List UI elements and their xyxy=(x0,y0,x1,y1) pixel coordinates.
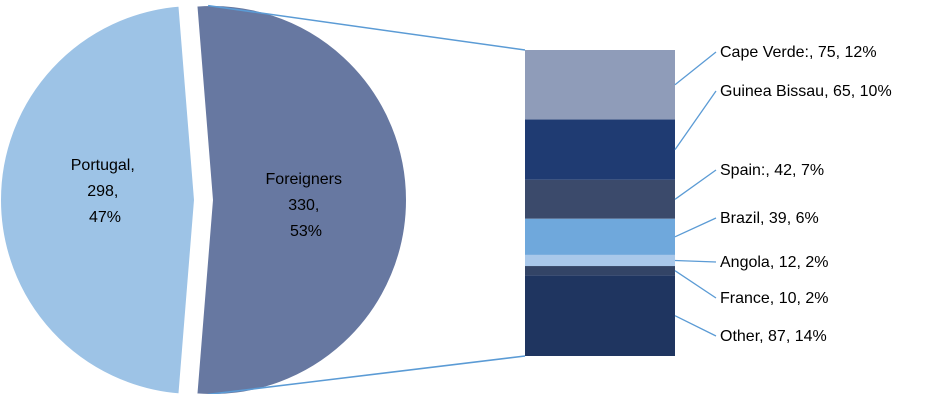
leader-line xyxy=(674,217,717,238)
leader-line xyxy=(674,51,717,86)
bar-segment-other xyxy=(525,275,675,356)
bar-segment-spain xyxy=(525,179,675,219)
bar-data-labels: Cape Verde:, 75, 12% Guinea Bissau, 65, 1… xyxy=(720,44,892,345)
bar-segment-angola xyxy=(525,254,675,267)
leader-line xyxy=(674,270,717,299)
bar-segment-cape-verde xyxy=(525,50,675,120)
bar-data-label: Guinea Bissau, 65, 10% xyxy=(720,83,892,100)
connector-line-bottom xyxy=(208,355,526,394)
bar-segment-brazil xyxy=(525,218,675,255)
pie-slice-foreigners xyxy=(195,4,408,394)
bar-data-label: Brazil, 39, 6% xyxy=(720,210,819,227)
bar-data-label: France, 10, 2% xyxy=(720,290,829,307)
pie xyxy=(0,4,408,394)
connector-line-top xyxy=(207,4,526,51)
bar-data-label: Spain:, 42, 7% xyxy=(720,162,824,179)
leader-line xyxy=(674,169,717,200)
pie-label-foreigners: Foreigners 330, 53% xyxy=(266,171,347,240)
bar-segment-guinea-bissau xyxy=(525,119,675,180)
pie-label-portugal: Portugal, 298, 47% xyxy=(71,157,140,226)
bar-segment-france xyxy=(525,266,675,276)
leader-lines xyxy=(674,51,717,337)
bar-data-label: Angola, 12, 2% xyxy=(720,254,829,271)
connector-lines xyxy=(207,4,526,394)
bar-data-label: Other, 87, 14% xyxy=(720,328,827,345)
pie-slice-portugal xyxy=(0,4,197,394)
stacked-bar xyxy=(525,50,675,356)
leader-line xyxy=(674,315,717,337)
bar-data-label: Cape Verde:, 75, 12% xyxy=(720,44,877,61)
leader-line xyxy=(674,90,717,151)
leader-line xyxy=(674,259,717,263)
